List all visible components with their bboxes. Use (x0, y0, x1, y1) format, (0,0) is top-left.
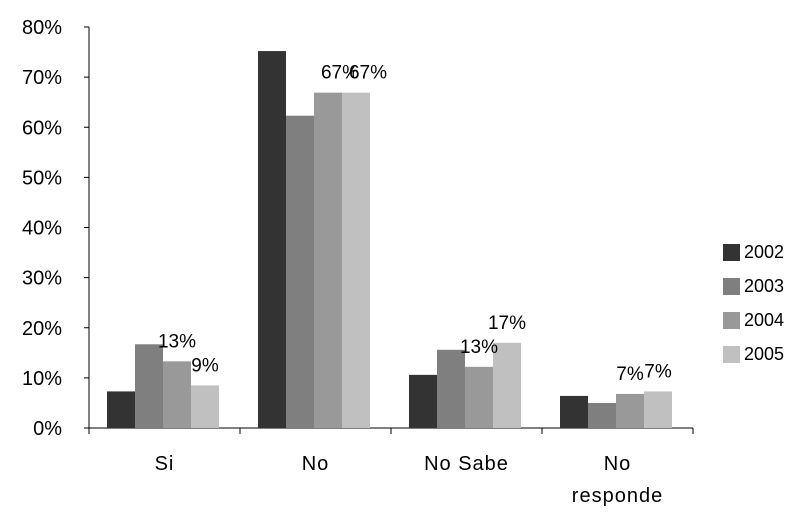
data-label: 67% (321, 63, 359, 84)
y-tick-label: 80% (22, 17, 62, 39)
legend-label-2005: 2005 (744, 344, 784, 364)
y-tick-label: 30% (22, 268, 62, 290)
y-tick-label: 50% (22, 167, 62, 189)
bar-2005-0 (191, 385, 219, 428)
category-label: responde (572, 485, 663, 507)
y-tick-label: 0% (33, 418, 62, 440)
legend-label-2003: 2003 (744, 276, 784, 296)
legend-swatch-2005 (723, 346, 740, 363)
legend-label-2004: 2004 (744, 310, 784, 330)
data-label: 13% (460, 337, 498, 358)
legend-label-2002: 2002 (744, 242, 784, 262)
y-tick-label: 60% (22, 117, 62, 139)
bar-2005-3 (644, 391, 672, 428)
bar-2005-1 (342, 92, 370, 428)
legend-swatch-2003 (723, 278, 740, 295)
bar-2002-2 (409, 374, 437, 428)
bar-2003-1 (286, 115, 314, 428)
category-label: No (604, 453, 632, 475)
bar-2004-1 (314, 92, 342, 428)
data-label: 7% (616, 364, 644, 385)
y-tick-label: 10% (22, 368, 62, 390)
bar-2002-3 (560, 395, 588, 428)
y-tick-label: 70% (22, 67, 62, 89)
data-label: 13% (158, 331, 196, 352)
data-label: 9% (191, 355, 219, 376)
bar-2004-0 (163, 361, 191, 428)
data-label: 17% (488, 313, 526, 334)
bar-2003-3 (588, 402, 616, 428)
y-tick-label: 40% (22, 218, 62, 240)
data-label: 67% (349, 63, 387, 84)
legend-swatch-2004 (723, 312, 740, 329)
bar-2002-0 (107, 391, 135, 428)
category-label: Si (155, 453, 175, 475)
bar-2004-3 (616, 393, 644, 428)
legend-swatch-2002 (723, 244, 740, 261)
y-tick-label: 20% (22, 318, 62, 340)
data-label: 7% (644, 361, 672, 382)
bar-2004-2 (465, 366, 493, 428)
bar-2003-2 (437, 349, 465, 428)
category-label: No (302, 453, 330, 475)
bar-2005-2 (493, 342, 521, 428)
bar-2003-0 (135, 344, 163, 428)
bar-2002-1 (258, 51, 286, 429)
category-label: No Sabe (424, 453, 509, 475)
